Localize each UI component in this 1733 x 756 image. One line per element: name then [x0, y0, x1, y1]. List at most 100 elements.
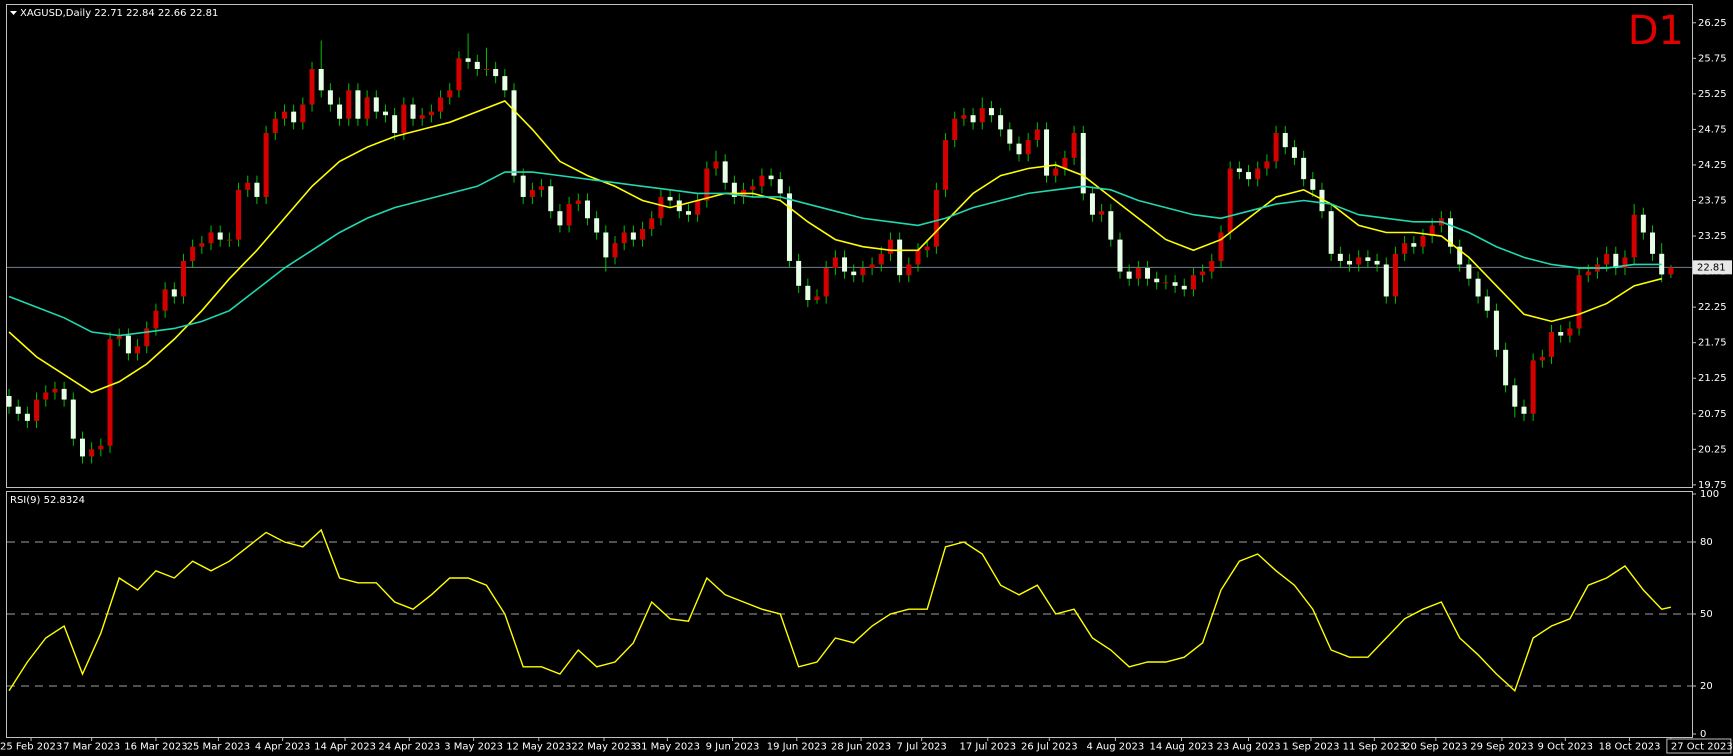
- x-tick-label: 4 Apr 2023: [255, 742, 310, 753]
- candle-body: [1218, 232, 1224, 261]
- candle-body: [933, 189, 939, 247]
- candle-body: [511, 90, 517, 176]
- candle-body: [1613, 253, 1619, 269]
- candle-body: [1585, 271, 1591, 276]
- candle-body: [327, 90, 333, 105]
- y-tick-label: 80: [1700, 537, 1713, 548]
- candle-body: [199, 243, 205, 247]
- candle-body: [943, 140, 949, 190]
- candle-body: [685, 211, 691, 215]
- candle-body: [814, 296, 820, 301]
- x-tick-label: 14 Aug 2023: [1149, 742, 1213, 753]
- candle-body: [713, 161, 719, 169]
- candle-body: [89, 449, 95, 457]
- candle-body: [667, 196, 673, 201]
- candle-body: [281, 111, 287, 119]
- candle-body: [594, 218, 600, 233]
- x-tick-label: 29 Sep 2023: [1470, 742, 1533, 753]
- x-tick-label: 16 Mar 2023: [124, 742, 187, 753]
- y-tick-label: 21.25: [1698, 373, 1727, 384]
- candle-body: [373, 97, 379, 112]
- candle-body: [1200, 271, 1206, 276]
- candle-body: [805, 285, 811, 301]
- candle-body: [1089, 193, 1095, 215]
- candle-body: [952, 118, 958, 141]
- candle-body: [1108, 211, 1114, 240]
- rsi-title: RSI(9) 52.8324: [10, 495, 85, 506]
- candle-body: [1374, 260, 1380, 265]
- candle-body: [1383, 264, 1389, 297]
- candle-body: [236, 189, 242, 240]
- candle-body: [1448, 218, 1454, 247]
- candle-body: [1365, 257, 1371, 261]
- indicator-line: [8, 171, 1662, 337]
- candle-body: [291, 111, 297, 123]
- candle-body: [621, 232, 627, 244]
- candle-body: [419, 115, 425, 119]
- candle-body: [1457, 246, 1463, 265]
- candle-body: [217, 232, 223, 240]
- candle-body: [1025, 140, 1031, 155]
- candle-body: [575, 200, 581, 205]
- price-label: 22.81: [1697, 262, 1726, 273]
- y-tick-label: 23.25: [1698, 231, 1727, 242]
- candle-body: [1053, 168, 1059, 176]
- candle-body: [1007, 129, 1013, 144]
- candle-body: [1255, 168, 1261, 180]
- main-panel-frame: [6, 4, 1693, 488]
- x-tick-label: 1 Sep 2023: [1282, 742, 1339, 753]
- candle-body: [1062, 157, 1068, 169]
- candle-body: [1273, 132, 1279, 162]
- candle-body: [630, 232, 636, 240]
- candle-body: [180, 260, 186, 297]
- candle-body: [1163, 282, 1169, 284]
- candle-body: [34, 399, 40, 421]
- candle-body: [557, 211, 563, 226]
- x-tick-label: 20 Sep 2023: [1404, 742, 1467, 753]
- candle-body: [1503, 349, 1509, 386]
- candle-body: [1429, 225, 1435, 237]
- candle-body: [337, 104, 343, 119]
- x-tick-label: 12 May 2023: [506, 742, 571, 753]
- candle-body: [456, 58, 462, 91]
- candle-body: [15, 406, 21, 414]
- candle-body: [887, 239, 893, 254]
- candle-body: [915, 250, 921, 265]
- candle-body: [823, 268, 829, 297]
- y-tick-label: 24.25: [1698, 160, 1727, 171]
- candle-body: [988, 108, 994, 116]
- y-tick-label: 20.75: [1698, 409, 1727, 420]
- candle-body: [226, 239, 232, 241]
- candle-body: [1117, 239, 1123, 272]
- candle-body: [300, 104, 306, 123]
- candle-body: [171, 289, 177, 297]
- candle-body: [842, 257, 848, 272]
- timeframe-badge: D1: [1628, 8, 1684, 54]
- candle-body: [1034, 129, 1040, 141]
- candle-body: [1291, 147, 1297, 158]
- candle-body: [1328, 211, 1334, 254]
- candle-body: [1650, 232, 1656, 254]
- candle-body: [1549, 332, 1555, 357]
- candle-body: [43, 392, 49, 400]
- candle-body: [1154, 278, 1160, 283]
- candle-body: [61, 388, 67, 400]
- candle-body: [897, 239, 903, 276]
- current-date-box: [1666, 738, 1732, 754]
- y-tick-label: 22.25: [1698, 302, 1727, 313]
- x-tick-label: 18 Oct 2023: [1599, 742, 1661, 753]
- candle-body: [1172, 282, 1178, 286]
- candle-body: [190, 246, 196, 261]
- candle-body: [1319, 189, 1325, 212]
- candle-body: [695, 200, 701, 215]
- candle-body: [493, 68, 499, 77]
- candle-body: [1264, 161, 1270, 169]
- candle-body: [979, 108, 985, 123]
- y-tick-label: 20.25: [1698, 444, 1727, 455]
- candle-body: [1209, 260, 1215, 272]
- candle-body: [970, 115, 976, 123]
- candle-body: [98, 445, 104, 450]
- candle-body: [135, 346, 141, 354]
- candle-body: [208, 232, 214, 244]
- candle-body: [392, 115, 398, 133]
